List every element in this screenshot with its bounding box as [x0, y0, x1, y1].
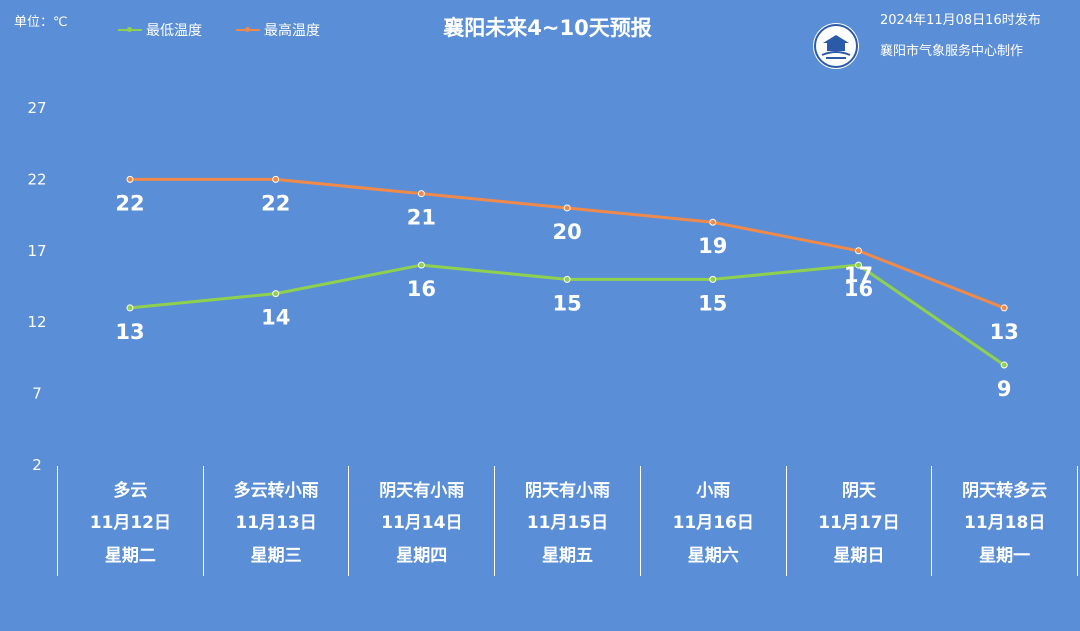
forecast-column: 多云转小雨 11月13日 星期三	[202, 466, 349, 576]
chart-title: 襄阳未来4~10天预报	[443, 16, 652, 40]
forecast-weekday: 星期六	[687, 546, 739, 567]
low-temperature-point	[1000, 361, 1008, 369]
high-temperature-point	[855, 247, 862, 255]
forecast-weather: 阴天	[841, 480, 876, 501]
y-tick-label: 17	[27, 242, 46, 260]
low-temperature-label: 15	[552, 291, 581, 315]
legend-label-low: 最低温度	[146, 23, 202, 39]
legend-item-low: 最低温度	[118, 20, 202, 40]
legend-swatch-high	[236, 27, 260, 32]
publish-time: 2024年11月08日16时发布	[880, 13, 1041, 28]
high-temperature-point	[563, 204, 571, 212]
forecast-weekday: 星期四	[396, 546, 448, 567]
y-tick-label: 22	[27, 170, 46, 188]
forecast-weather: 阴天有小雨	[379, 480, 465, 501]
weather-service-logo	[813, 23, 859, 69]
forecast-column: 阴天有小雨 11月14日 星期四	[348, 466, 494, 576]
forecast-weather: 阴天有小雨	[525, 480, 611, 501]
forecast-weather: 多云	[113, 480, 148, 501]
forecast-column: 小雨 11月16日 星期六	[639, 466, 786, 576]
high-temperature-label: 22	[115, 191, 144, 215]
forecast-date: 11月18日	[964, 513, 1046, 534]
forecast-column: 多云 11月12日 星期二	[57, 466, 203, 576]
y-tick-label: 2	[32, 456, 42, 470]
low-temperature-label: 13	[115, 320, 144, 344]
low-temperature-point	[563, 275, 571, 283]
low-temperature-point	[855, 261, 862, 269]
forecast-date: 11月13日	[235, 513, 317, 534]
high-temperature-point	[1000, 304, 1008, 312]
forecast-column: 阴天 11月17日 星期日	[785, 466, 932, 576]
low-temperature-point	[126, 304, 134, 312]
low-temperature-label: 15	[698, 291, 727, 315]
forecast-weekday: 星期二	[104, 546, 156, 567]
low-temperature-label: 16	[407, 277, 436, 301]
low-temperature-point	[272, 290, 280, 298]
forecast-weekday: 星期五	[542, 546, 594, 567]
low-temperature-label: 16	[844, 277, 873, 301]
high-temperature-point	[417, 190, 425, 198]
forecast-date: 11月12日	[89, 513, 172, 534]
legend-item-high: 最高温度	[236, 20, 320, 40]
high-temperature-point	[272, 175, 280, 183]
forecast-date: 11月16日	[672, 513, 754, 534]
forecast-column: 阴天转多云 11月18日 星期一	[931, 466, 1079, 576]
high-temperature-point	[709, 218, 717, 226]
low-temperature-label: 14	[261, 306, 290, 330]
legend-label-high: 最高温度	[264, 23, 320, 39]
forecast-weather: 多云转小雨	[233, 480, 319, 501]
forecast-column: 阴天有小雨 11月15日 星期五	[494, 466, 640, 576]
low-temperature-point	[417, 261, 425, 269]
y-tick-label: 12	[27, 313, 46, 331]
high-temperature-label: 21	[407, 206, 436, 230]
forecast-weekday: 星期三	[250, 546, 302, 567]
forecast-weekday: 星期日	[833, 546, 885, 567]
high-temperature-label: 22	[261, 191, 290, 215]
high-temperature-label: 13	[990, 320, 1019, 344]
forecast-weather: 阴天转多云	[962, 480, 1048, 501]
high-temperature-label: 20	[552, 220, 581, 244]
forecast-table: 多云 11月12日 星期二 多云转小雨 11月13日 星期三 阴天有小雨 11月14日 星期四阴…	[57, 466, 1079, 576]
forecast-weekday: 星期一	[979, 546, 1031, 567]
unit-label: 单位：℃	[14, 15, 68, 30]
high-temperature-label: 17	[844, 263, 873, 287]
low-temperature-label: 9	[997, 377, 1012, 401]
forecast-date: 11月14日	[381, 513, 463, 534]
forecast-date: 11月15日	[526, 513, 609, 534]
high-temperature-label: 19	[698, 234, 727, 258]
legend-swatch-low	[118, 27, 142, 32]
maker-label: 襄阳市气象服务中心制作	[880, 44, 1024, 59]
y-tick-label: 27	[27, 99, 46, 117]
high-temperature-point	[126, 175, 134, 183]
forecast-weather: 小雨	[696, 480, 731, 501]
low-temperature-point	[709, 275, 717, 283]
y-tick-label: 7	[32, 385, 42, 403]
forecast-date: 11月17日	[818, 513, 900, 534]
